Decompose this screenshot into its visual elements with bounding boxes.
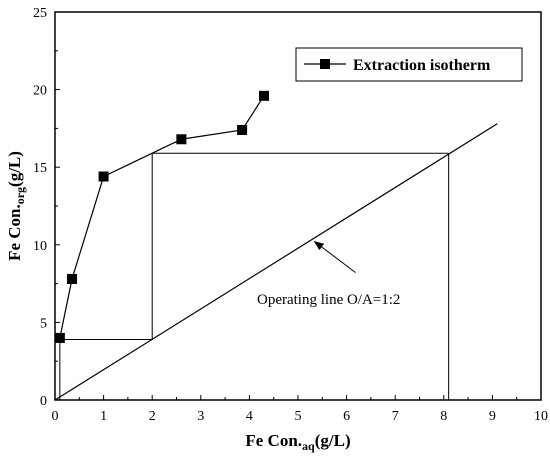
series-line: [59, 95, 265, 339]
y-tick-label: 10: [33, 239, 47, 254]
data-point: [67, 273, 78, 284]
legend: Extraction isotherm: [295, 47, 523, 82]
y-tick-label: 0: [40, 394, 47, 409]
y-tick-label: 25: [33, 6, 47, 21]
series-extraction-isotherm: [54, 90, 269, 343]
data-point: [176, 134, 187, 145]
x-tick-label: 1: [100, 409, 107, 424]
axis-ticks: 0 1 2 3 4 5 6 7 8 9 10 0 5 10 15 20 25: [33, 6, 548, 424]
y-tick-label: 5: [40, 316, 47, 331]
operating-line-path: [54, 123, 498, 401]
x-axis-label: Fe Con.aq(g/L): [245, 431, 350, 453]
x-tick-label: 4: [246, 409, 253, 424]
data-point: [258, 90, 269, 101]
x-tick-label: 9: [489, 409, 496, 424]
x-tick-label: 2: [149, 409, 156, 424]
y-tick-label: 15: [33, 161, 47, 176]
x-tick-label: 6: [343, 409, 350, 424]
x-tick-label: 3: [197, 409, 204, 424]
x-tick-label: 0: [52, 409, 59, 424]
x-tick-label: 10: [534, 409, 548, 424]
x-tick-label: 5: [295, 409, 302, 424]
data-point: [237, 124, 248, 135]
x-tick-label: 8: [440, 409, 447, 424]
y-axis-label: Fe Con.org(g/L): [5, 151, 27, 261]
legend-marker: [320, 59, 330, 69]
annotation-label: Operating line O/A=1:2: [257, 292, 400, 308]
data-point: [98, 171, 109, 182]
legend-label: Extraction isotherm: [353, 57, 491, 74]
annotation: Operating line O/A=1:2: [257, 240, 400, 308]
annotation-arrow: [313, 240, 356, 273]
data-point: [54, 332, 65, 343]
y-tick-label: 20: [33, 84, 47, 99]
x-tick-label: 7: [392, 409, 399, 424]
operating-line: [54, 123, 498, 401]
